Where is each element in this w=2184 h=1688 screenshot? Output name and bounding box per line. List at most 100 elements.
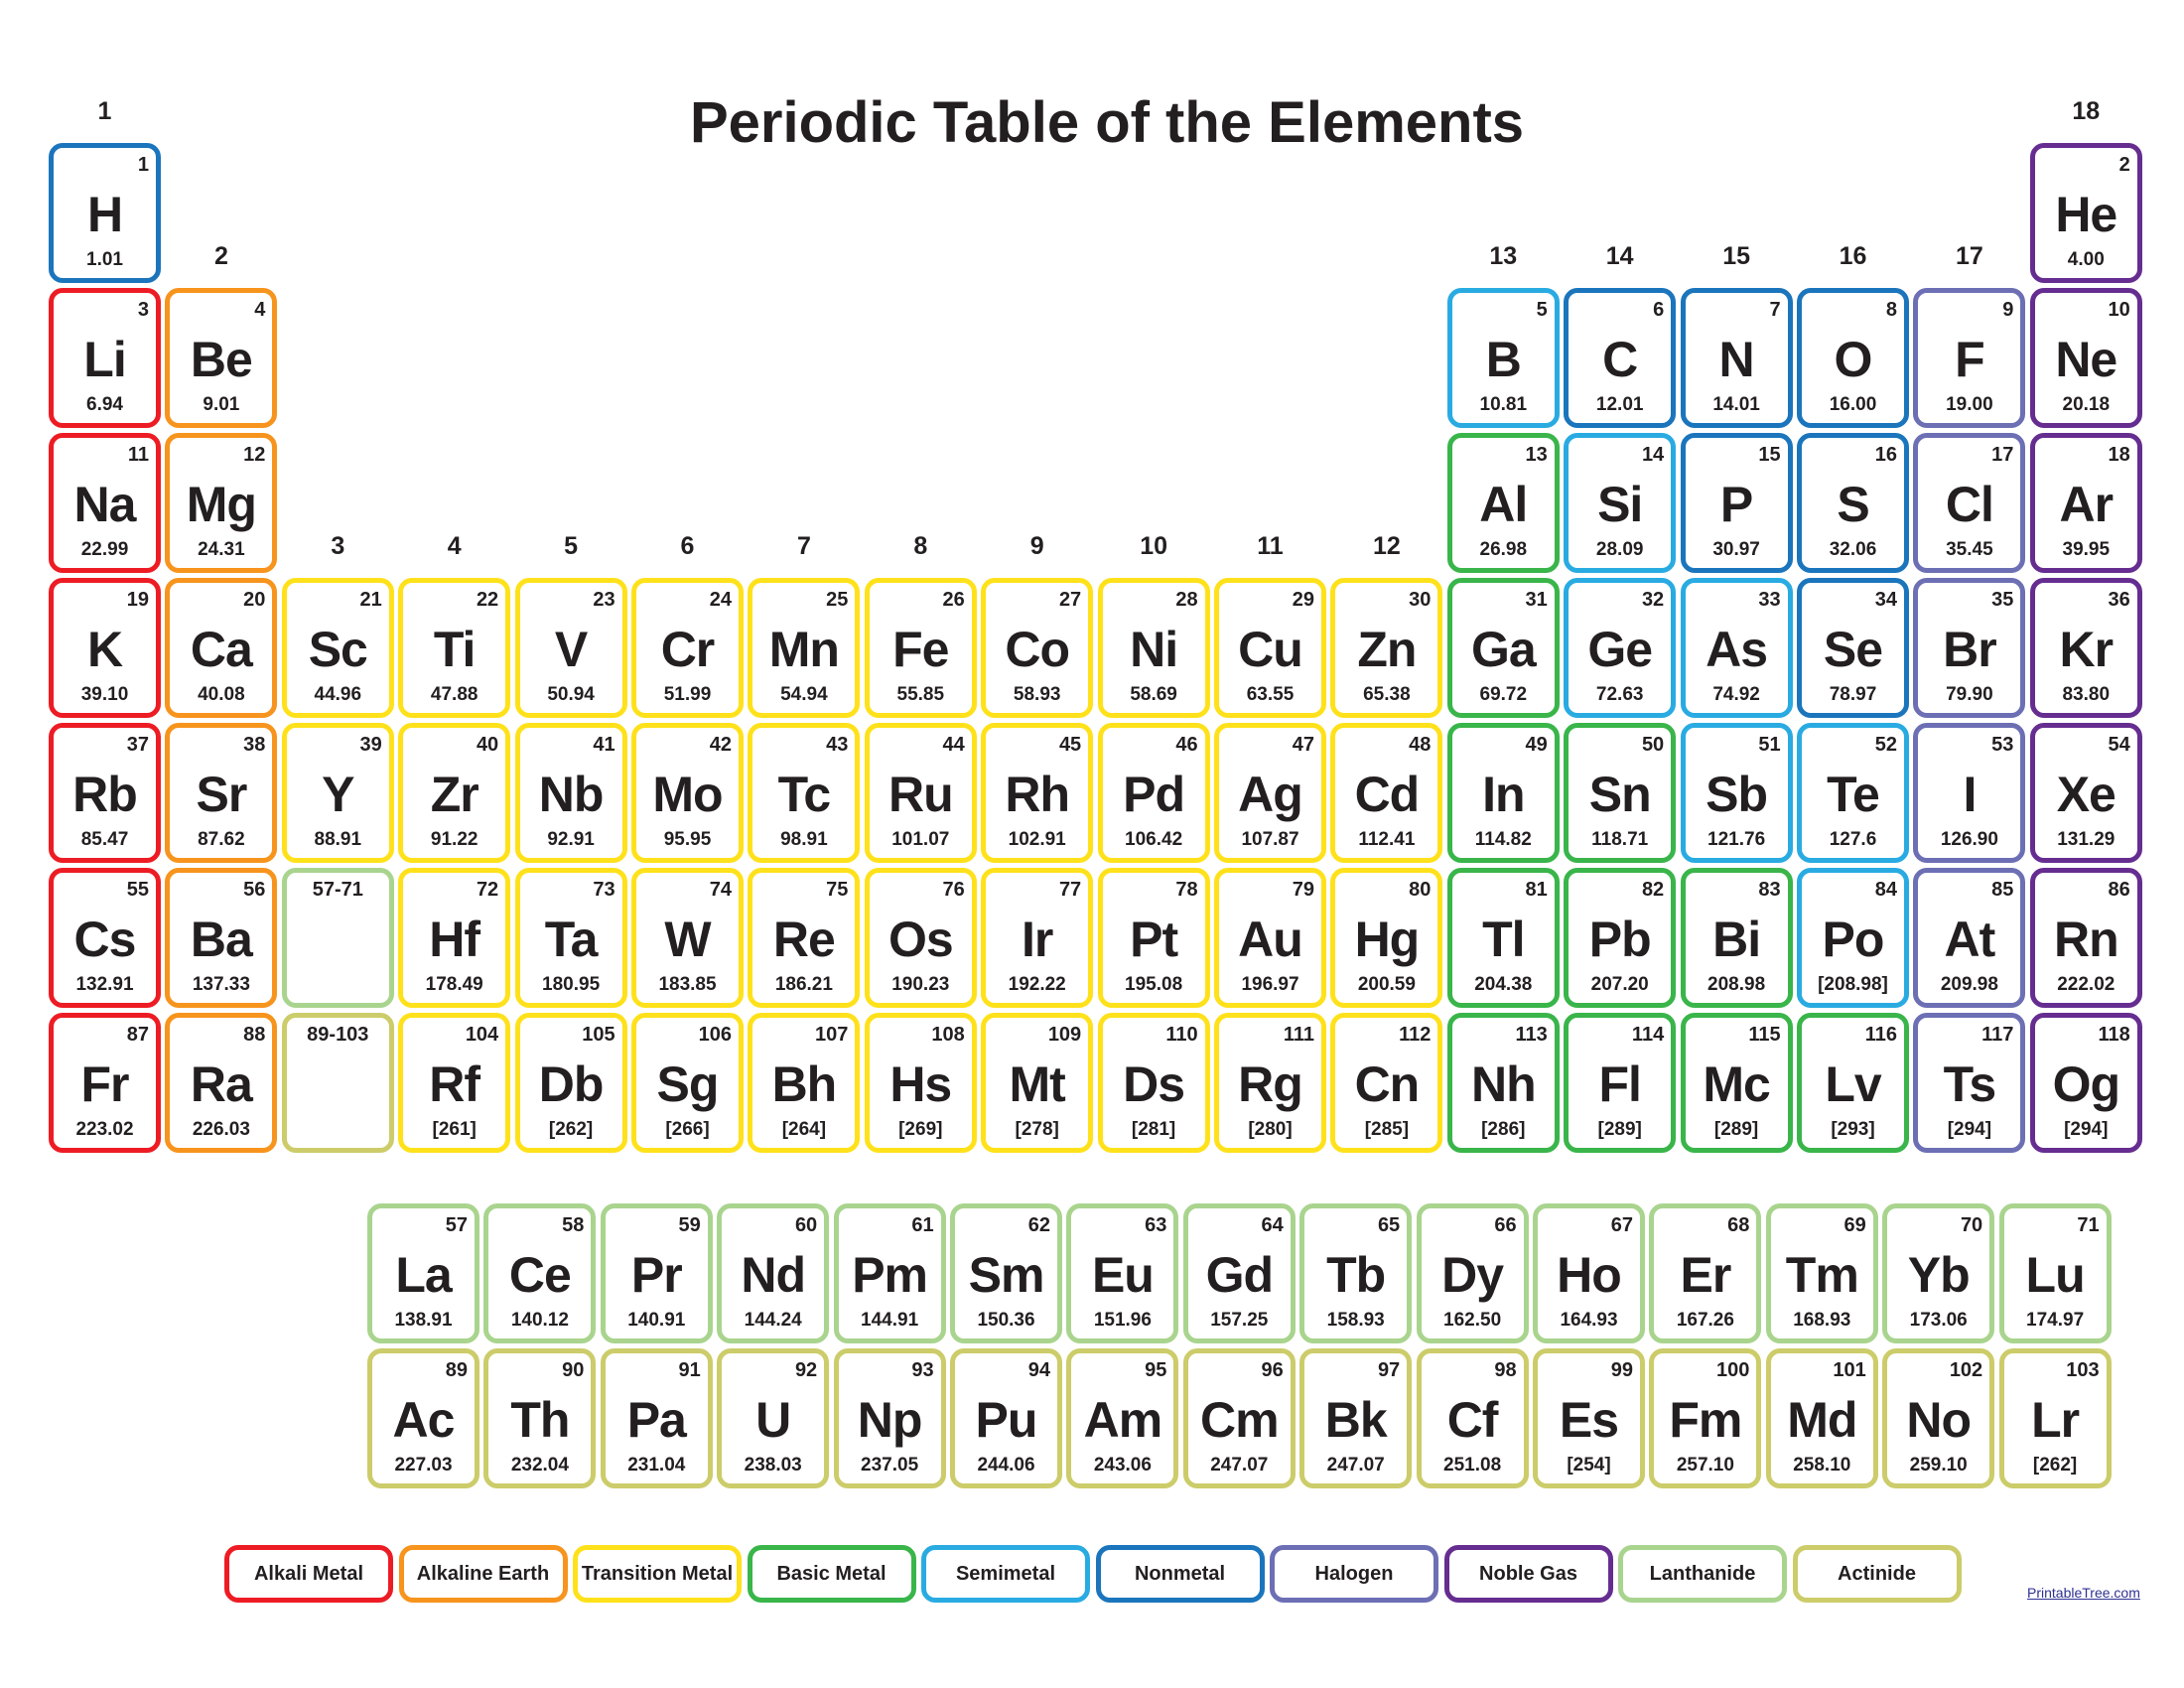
- element-cell-am[interactable]: 95 Am 243.06: [1066, 1348, 1179, 1488]
- element-cell-no[interactable]: 102 No 259.10: [1882, 1348, 1995, 1488]
- element-cell-cr[interactable]: 24 Cr 51.99: [631, 578, 744, 718]
- element-cell-w[interactable]: 74 W 183.85: [631, 868, 744, 1008]
- element-cell-be[interactable]: 4 Be 9.01: [165, 288, 278, 428]
- element-cell-ra[interactable]: 88 Ra 226.03: [165, 1013, 278, 1153]
- element-cell-pb[interactable]: 82 Pb 207.20: [1564, 868, 1677, 1008]
- element-cell-i[interactable]: 53 I 126.90: [1913, 723, 2026, 863]
- element-cell-ne[interactable]: 10 Ne 20.18: [2029, 288, 2142, 428]
- element-cell-se[interactable]: 34 Se 78.97: [1797, 578, 1909, 718]
- element-cell-tm[interactable]: 69 Tm 168.93: [1765, 1203, 1878, 1343]
- element-cell-ga[interactable]: 31 Ga 69.72: [1446, 578, 1560, 718]
- element-cell-pd[interactable]: 46 Pd 106.42: [1097, 723, 1210, 863]
- element-cell-fm[interactable]: 100 Fm 257.10: [1649, 1348, 1762, 1488]
- element-cell-ba[interactable]: 56 Ba 137.33: [165, 868, 278, 1008]
- element-cell-sc[interactable]: 21 Sc 44.96: [281, 578, 394, 718]
- element-cell-cf[interactable]: 98 Cf 251.08: [1416, 1348, 1529, 1488]
- element-cell-sr[interactable]: 38 Sr 87.62: [165, 723, 278, 863]
- element-cell-o[interactable]: 8 O 16.00: [1797, 288, 1909, 428]
- element-cell-lu[interactable]: 71 Lu 174.97: [1998, 1203, 2112, 1343]
- element-cell-yb[interactable]: 70 Yb 173.06: [1882, 1203, 1995, 1343]
- element-cell-sb[interactable]: 51 Sb 121.76: [1680, 723, 1793, 863]
- element-cell-at[interactable]: 85 At 209.98: [1913, 868, 2026, 1008]
- element-cell-he[interactable]: 2 He 4.00: [2029, 143, 2142, 283]
- element-cell-tl[interactable]: 81 Tl 204.38: [1446, 868, 1560, 1008]
- element-cell-re[interactable]: 75 Re 186.21: [748, 868, 861, 1008]
- element-cell-n[interactable]: 7 N 14.01: [1680, 288, 1793, 428]
- element-cell-al[interactable]: 13 Al 26.98: [1446, 433, 1560, 573]
- element-cell-nb[interactable]: 41 Nb 92.91: [514, 723, 627, 863]
- element-cell-sg[interactable]: 106 Sg [266]: [631, 1013, 744, 1153]
- element-cell-bi[interactable]: 83 Bi 208.98: [1680, 868, 1793, 1008]
- element-cell-v[interactable]: 23 V 50.94: [514, 578, 627, 718]
- element-cell-fl[interactable]: 114 Fl [289]: [1564, 1013, 1677, 1153]
- element-cell-hs[interactable]: 108 Hs [269]: [864, 1013, 977, 1153]
- element-cell-ta[interactable]: 73 Ta 180.95: [514, 868, 627, 1008]
- element-cell-h[interactable]: 1 H 1.01: [49, 143, 161, 283]
- element-cell-pr[interactable]: 59 Pr 140.91: [600, 1203, 713, 1343]
- element-cell-co[interactable]: 27 Co 58.93: [981, 578, 1094, 718]
- element-cell-mn[interactable]: 25 Mn 54.94: [748, 578, 861, 718]
- element-cell-c[interactable]: 6 C 12.01: [1564, 288, 1677, 428]
- element-cell-ni[interactable]: 28 Ni 58.69: [1097, 578, 1210, 718]
- element-cell-mc[interactable]: 115 Mc [289]: [1680, 1013, 1793, 1153]
- element-cell-k[interactable]: 19 K 39.10: [49, 578, 161, 718]
- element-cell-cm[interactable]: 96 Cm 247.07: [1182, 1348, 1296, 1488]
- element-cell-u[interactable]: 92 U 238.03: [717, 1348, 830, 1488]
- element-cell-ti[interactable]: 22 Ti 47.88: [398, 578, 511, 718]
- element-cell-fr[interactable]: 87 Fr 223.02: [49, 1013, 161, 1153]
- element-cell-si[interactable]: 14 Si 28.09: [1564, 433, 1677, 573]
- element-cell-sn[interactable]: 50 Sn 118.71: [1564, 723, 1677, 863]
- element-cell-lv[interactable]: 116 Lv [293]: [1797, 1013, 1909, 1153]
- element-cell-au[interactable]: 79 Au 196.97: [1214, 868, 1326, 1008]
- element-cell-mt[interactable]: 109 Mt [278]: [981, 1013, 1094, 1153]
- element-cell-np[interactable]: 93 Np 237.05: [833, 1348, 946, 1488]
- element-cell-p[interactable]: 15 P 30.97: [1680, 433, 1793, 573]
- element-cell-ts[interactable]: 117 Ts [294]: [1913, 1013, 2026, 1153]
- element-cell-s[interactable]: 16 S 32.06: [1797, 433, 1909, 573]
- element-cell-ca[interactable]: 20 Ca 40.08: [165, 578, 278, 718]
- element-cell-pa[interactable]: 91 Pa 231.04: [600, 1348, 713, 1488]
- element-cell-bk[interactable]: 97 Bk 247.07: [1299, 1348, 1413, 1488]
- element-cell-md[interactable]: 101 Md 258.10: [1765, 1348, 1878, 1488]
- element-cell-gd[interactable]: 64 Gd 157.25: [1182, 1203, 1296, 1343]
- element-cell-mo[interactable]: 42 Mo 95.95: [631, 723, 744, 863]
- element-cell-rb[interactable]: 37 Rb 85.47: [49, 723, 161, 863]
- element-cell-mg[interactable]: 12 Mg 24.31: [165, 433, 278, 573]
- element-cell-na[interactable]: 11 Na 22.99: [49, 433, 161, 573]
- element-cell-db[interactable]: 105 Db [262]: [514, 1013, 627, 1153]
- element-cell-bh[interactable]: 107 Bh [264]: [748, 1013, 861, 1153]
- element-cell-th[interactable]: 90 Th 232.04: [483, 1348, 597, 1488]
- element-cell-es[interactable]: 99 Es [254]: [1533, 1348, 1645, 1488]
- element-cell-ho[interactable]: 67 Ho 164.93: [1533, 1203, 1645, 1343]
- element-cell-rh[interactable]: 45 Rh 102.91: [981, 723, 1094, 863]
- element-cell-dy[interactable]: 66 Dy 162.50: [1416, 1203, 1529, 1343]
- element-cell-ru[interactable]: 44 Ru 101.07: [864, 723, 977, 863]
- element-cell-ge[interactable]: 32 Ge 72.63: [1564, 578, 1677, 718]
- element-cell-pm[interactable]: 61 Pm 144.91: [833, 1203, 946, 1343]
- element-cell-br[interactable]: 35 Br 79.90: [1913, 578, 2026, 718]
- element-cell-ag[interactable]: 47 Ag 107.87: [1214, 723, 1326, 863]
- element-cell-og[interactable]: 118 Og [294]: [2029, 1013, 2142, 1153]
- element-cell-eu[interactable]: 63 Eu 151.96: [1066, 1203, 1179, 1343]
- element-cell-fe[interactable]: 26 Fe 55.85: [864, 578, 977, 718]
- element-cell-kr[interactable]: 36 Kr 83.80: [2029, 578, 2142, 718]
- element-cell-ac[interactable]: 89 Ac 227.03: [367, 1348, 479, 1488]
- element-cell-cu[interactable]: 29 Cu 63.55: [1214, 578, 1326, 718]
- element-cell-cs[interactable]: 55 Cs 132.91: [49, 868, 161, 1008]
- element-cell-hf[interactable]: 72 Hf 178.49: [398, 868, 511, 1008]
- element-cell-lr[interactable]: 103 Lr [262]: [1998, 1348, 2112, 1488]
- element-cell-zn[interactable]: 30 Zn 65.38: [1330, 578, 1443, 718]
- element-cell-hg[interactable]: 80 Hg 200.59: [1330, 868, 1443, 1008]
- element-cell-as[interactable]: 33 As 74.92: [1680, 578, 1793, 718]
- element-cell-la[interactable]: 57 La 138.91: [367, 1203, 479, 1343]
- element-cell-zr[interactable]: 40 Zr 91.22: [398, 723, 511, 863]
- element-cell-y[interactable]: 39 Y 88.91: [281, 723, 394, 863]
- element-cell-pt[interactable]: 78 Pt 195.08: [1097, 868, 1210, 1008]
- element-cell-er[interactable]: 68 Er 167.26: [1649, 1203, 1762, 1343]
- element-cell-nd[interactable]: 60 Nd 144.24: [717, 1203, 830, 1343]
- element-cell-nh[interactable]: 113 Nh [286]: [1446, 1013, 1560, 1153]
- element-cell-tc[interactable]: 43 Tc 98.91: [748, 723, 861, 863]
- site-link[interactable]: PrintableTree.com: [2027, 1585, 2140, 1601]
- element-cell-po[interactable]: 84 Po [208.98]: [1797, 868, 1909, 1008]
- element-cell-in[interactable]: 49 In 114.82: [1446, 723, 1560, 863]
